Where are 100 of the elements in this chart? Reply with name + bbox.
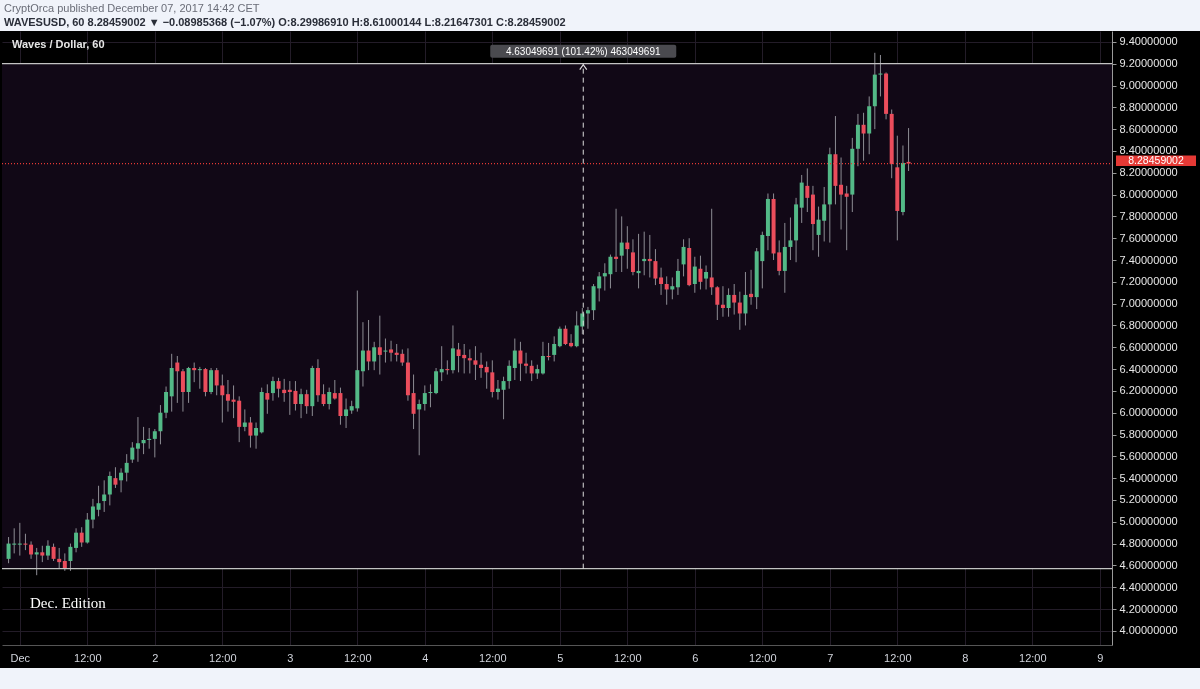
y-tick-label: 5.40000000 <box>1119 471 1178 484</box>
candlestick <box>68 543 73 572</box>
y-tick-label: 5.60000000 <box>1119 449 1178 462</box>
x-tick-label: 12:00 <box>749 651 777 664</box>
candlestick <box>411 374 416 430</box>
candlestick <box>29 540 34 560</box>
x-tick-label: 3 <box>287 651 294 664</box>
y-tick-label: 7.80000000 <box>1119 209 1178 222</box>
candlestick <box>450 324 455 374</box>
x-tick-label: 2 <box>152 651 159 664</box>
candlestick <box>214 367 219 396</box>
candlestick <box>878 54 883 97</box>
candlestick <box>197 366 202 390</box>
x-tick-label: 12:00 <box>344 651 372 664</box>
x-tick-label: 12:00 <box>614 651 642 664</box>
candlestick <box>17 522 22 557</box>
x-tick-label: 12:00 <box>209 651 237 664</box>
candlestick <box>743 271 748 326</box>
x-tick-label: 12:00 <box>479 651 507 664</box>
candlestick <box>749 269 754 306</box>
candlestick <box>265 383 270 415</box>
candlestick <box>242 408 247 432</box>
candlestick <box>276 377 281 398</box>
y-tick-label: 5.00000000 <box>1119 515 1178 528</box>
y-tick-label: 9.00000000 <box>1119 79 1178 92</box>
candlestick <box>861 112 866 162</box>
y-tick-label: 6.80000000 <box>1119 318 1178 331</box>
candlestick <box>74 527 79 553</box>
candlestick <box>732 283 737 316</box>
candlestick <box>512 338 517 381</box>
candlestick <box>360 321 365 388</box>
candlestick <box>715 285 720 321</box>
candlestick <box>186 366 191 404</box>
candlestick <box>90 498 95 529</box>
candlestick <box>389 340 394 362</box>
candlestick <box>709 208 714 296</box>
candlestick <box>788 216 793 261</box>
candlestick <box>704 264 709 290</box>
y-tick-label: 4.20000000 <box>1119 602 1178 615</box>
candlestick <box>439 345 444 382</box>
text: CryptOrca published December 07, 2017 14:42 CET <box>4 1 261 15</box>
y-tick-label: 6.00000000 <box>1119 406 1178 419</box>
y-tick-label: 5.80000000 <box>1119 428 1178 441</box>
candlestick <box>445 359 450 376</box>
candlestick <box>681 238 686 277</box>
candlestick <box>79 526 84 548</box>
candlestick <box>675 258 680 296</box>
candlestick <box>107 471 112 506</box>
candlestick <box>124 453 129 482</box>
candlestick <box>119 467 124 493</box>
candlestick <box>844 185 849 251</box>
candlestick <box>96 485 101 517</box>
candlestick <box>906 127 911 172</box>
y-tick-label: 5.20000000 <box>1119 493 1178 506</box>
band-label: 4.63049691 (101.42%) 463049691 <box>505 45 661 57</box>
y-tick-label: 9.20000000 <box>1119 57 1178 70</box>
candlestick <box>737 291 742 331</box>
candlestick <box>135 416 140 463</box>
y-tick-label: 7.40000000 <box>1119 253 1178 266</box>
candlestick <box>102 479 107 513</box>
y-tick-label: 4.80000000 <box>1119 537 1178 550</box>
candlestick <box>175 355 180 404</box>
x-tick-label: 9 <box>1097 651 1104 664</box>
candlestick <box>479 352 484 379</box>
candlestick <box>57 547 62 570</box>
y-tick-label: 7.60000000 <box>1119 231 1178 244</box>
y-tick-label: 8.80000000 <box>1119 100 1178 113</box>
candlestick <box>366 319 371 371</box>
x-tick-label: 7 <box>827 651 834 664</box>
candlestick <box>529 359 534 382</box>
y-tick-label: 6.60000000 <box>1119 340 1178 353</box>
y-tick-label: 8.60000000 <box>1119 122 1178 135</box>
candlestick <box>270 376 275 402</box>
candlestick <box>344 398 349 429</box>
candlestick <box>507 359 512 390</box>
candlestick <box>141 426 146 455</box>
candlestick <box>225 379 230 413</box>
candlestick <box>372 341 377 371</box>
candlestick <box>585 306 590 330</box>
candlestick <box>248 416 253 449</box>
candlestick <box>254 422 259 450</box>
candlestick <box>805 167 810 213</box>
candlestick <box>428 383 433 408</box>
y-tick-label: 9.40000000 <box>1119 35 1178 48</box>
candlestick <box>473 345 478 381</box>
candlestick <box>552 335 557 362</box>
candlestick <box>569 333 574 348</box>
candlestick <box>625 225 630 270</box>
candlestick <box>546 342 551 361</box>
candlestick <box>518 341 523 382</box>
candlestick <box>147 427 152 450</box>
candlestick <box>495 379 500 401</box>
candlestick <box>670 276 675 300</box>
candlestick <box>383 338 388 364</box>
candlestick <box>664 275 669 306</box>
candlestick <box>855 113 860 167</box>
y-tick-label: 6.20000000 <box>1119 384 1178 397</box>
x-tick-label: 8 <box>962 651 969 664</box>
candlestick <box>692 256 697 294</box>
candlestick <box>557 326 562 348</box>
